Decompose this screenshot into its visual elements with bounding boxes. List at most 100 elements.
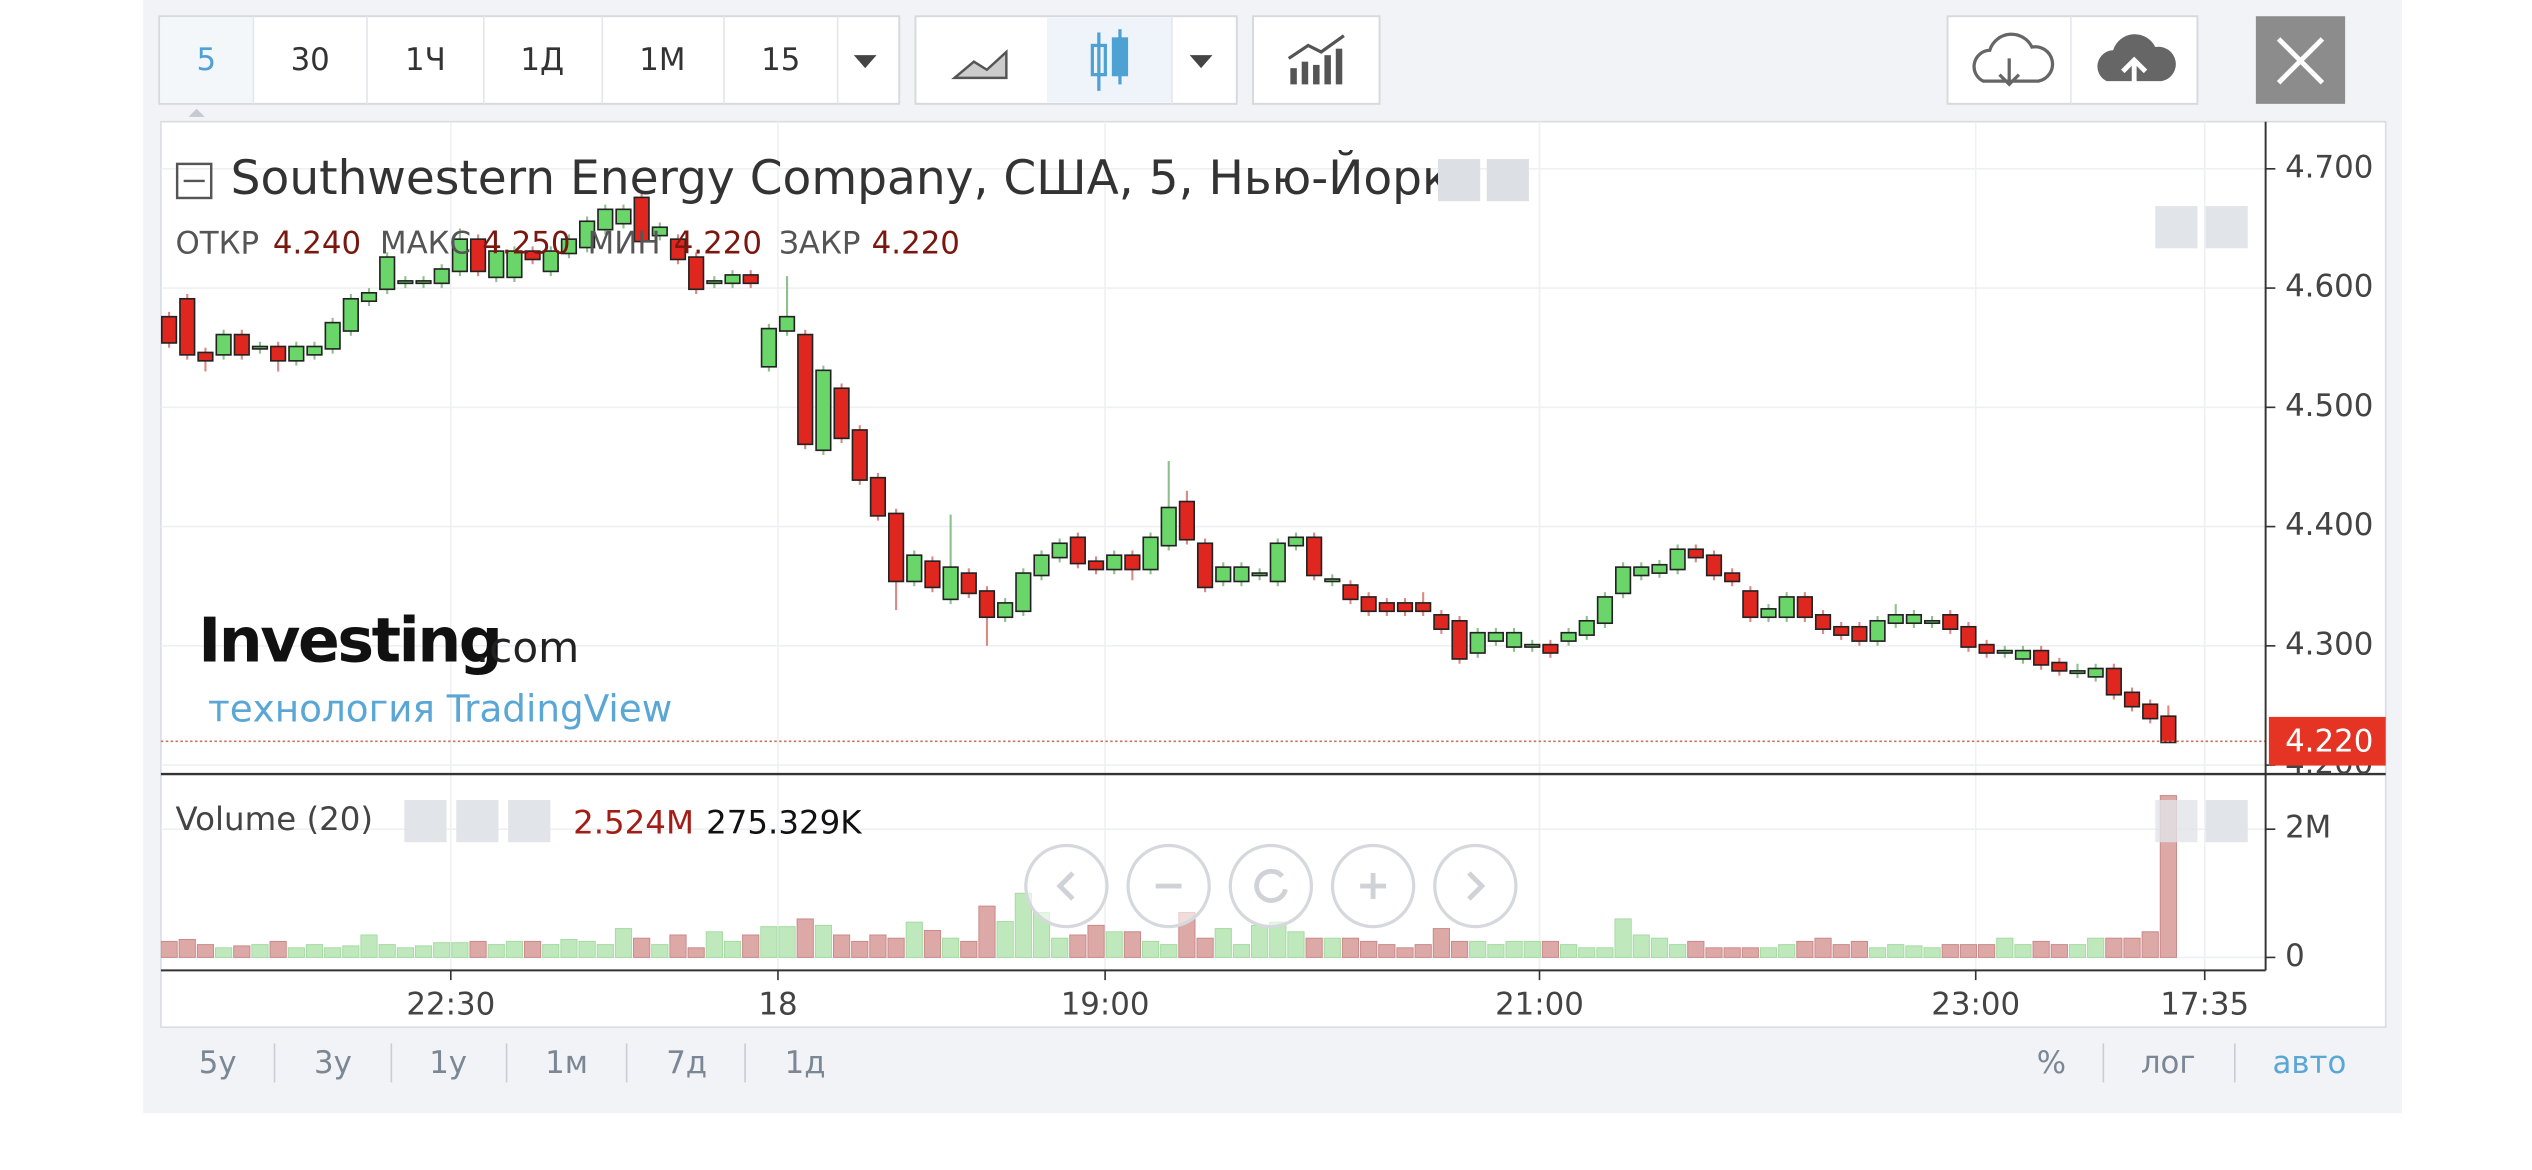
ohlc-value: 4.220 xyxy=(872,226,960,262)
candle-body xyxy=(397,280,414,285)
dropdown-arrow[interactable] xyxy=(853,55,877,69)
dropdown-arrow[interactable] xyxy=(1189,55,1213,69)
candle-body xyxy=(342,297,359,332)
volume-bar xyxy=(578,940,596,958)
volume-bar xyxy=(1723,947,1741,958)
volume-bar xyxy=(869,934,887,958)
scale-button[interactable] xyxy=(2205,800,2248,843)
candle-body xyxy=(360,292,378,303)
candle-body xyxy=(1869,619,1886,642)
candle-body xyxy=(1687,548,1704,559)
y-tick-label: 4.300 xyxy=(2285,626,2373,662)
candle-body xyxy=(1069,536,1086,565)
candle-body xyxy=(560,238,578,255)
candle-body xyxy=(524,250,541,261)
interval-button[interactable]: 1Ч xyxy=(405,42,446,78)
candle-body xyxy=(1415,602,1432,613)
candle-body xyxy=(2160,715,2177,744)
volume-bar xyxy=(1578,947,1596,958)
volume-bar xyxy=(1014,892,1032,958)
volume-bar xyxy=(1814,937,1832,958)
range-button[interactable]: 3у xyxy=(314,1045,352,1081)
range-button[interactable]: 1м xyxy=(545,1045,588,1081)
volume-bar xyxy=(887,937,905,958)
candle-body xyxy=(306,345,323,356)
volume-bar xyxy=(1541,940,1560,958)
eye-button[interactable] xyxy=(404,800,447,843)
candle-body xyxy=(1087,560,1105,571)
volume-bar xyxy=(1778,944,1796,958)
interval-button[interactable]: 1М xyxy=(639,42,685,78)
volume-bar xyxy=(1887,944,1905,958)
load-button[interactable] xyxy=(1972,32,2055,87)
volume-bar xyxy=(1632,934,1650,958)
settings-button[interactable] xyxy=(1486,159,1529,202)
volume-bar xyxy=(1287,931,1305,958)
eye-button[interactable] xyxy=(1438,159,1481,202)
remove-button[interactable] xyxy=(508,800,551,843)
collapse-button[interactable] xyxy=(175,162,213,200)
interval-button[interactable]: 1Д xyxy=(520,42,564,78)
scale-button[interactable] xyxy=(2155,800,2198,843)
log-toggle[interactable]: лог xyxy=(2141,1045,2196,1081)
nav-right[interactable] xyxy=(1433,843,1518,929)
candle-body xyxy=(1833,625,1850,636)
range-button[interactable]: 5у xyxy=(199,1045,237,1081)
volume-bar xyxy=(2123,937,2141,958)
candle-body xyxy=(760,327,777,368)
active-style-bg xyxy=(1046,17,1172,103)
volume-bar xyxy=(1505,940,1523,958)
candle-body xyxy=(2123,691,2141,708)
volume-bar xyxy=(1978,944,1996,958)
scale-button[interactable] xyxy=(2205,206,2248,249)
candle-body xyxy=(1142,536,1159,571)
range-button[interactable]: 1у xyxy=(429,1045,467,1081)
x-tick-label: 21:00 xyxy=(1495,987,1584,1023)
candle-body xyxy=(1760,608,1777,619)
auto-toggle[interactable]: авто xyxy=(2272,1045,2346,1081)
candle-body xyxy=(1324,578,1341,583)
interval-button[interactable]: 15 xyxy=(761,42,800,78)
percent-toggle[interactable]: % xyxy=(2037,1045,2066,1081)
volume-bar xyxy=(178,938,196,958)
ohlc-label: ЗАКР xyxy=(779,226,860,262)
interval-button[interactable]: 5 xyxy=(197,42,217,78)
volume-bar xyxy=(1559,944,1578,958)
interval-button[interactable]: 30 xyxy=(291,42,330,78)
volume-bar xyxy=(814,924,833,958)
volume-bar xyxy=(287,947,305,958)
indicators-button[interactable] xyxy=(1252,15,1381,105)
nav-left[interactable] xyxy=(1024,843,1109,929)
settings-button[interactable] xyxy=(456,800,499,843)
volume-bar xyxy=(1687,940,1705,958)
volume-bar xyxy=(960,940,978,958)
nav-reset[interactable] xyxy=(1228,843,1314,929)
candle-body xyxy=(451,238,469,273)
volume-bar xyxy=(778,926,796,958)
volume-bar xyxy=(923,930,942,958)
candle-style-icon[interactable] xyxy=(1090,29,1129,91)
volume-bar xyxy=(905,921,923,958)
volume-bar xyxy=(1160,944,1178,958)
volume-bar xyxy=(1759,947,1778,958)
candle-body xyxy=(1796,596,1813,619)
volume-bar xyxy=(523,940,542,958)
range-button[interactable]: 1д xyxy=(785,1045,826,1081)
volume-bar xyxy=(2014,944,2032,958)
save-button[interactable] xyxy=(2097,34,2176,82)
scale-button[interactable] xyxy=(2155,206,2198,249)
volume-bar xyxy=(1868,947,1887,958)
candle-body xyxy=(633,196,650,243)
candle-body xyxy=(1669,548,1686,571)
x-tick-label: 19:00 xyxy=(1061,987,1150,1023)
candle-body xyxy=(1996,649,2013,654)
candle-body xyxy=(197,351,214,362)
volume-bar xyxy=(996,921,1014,958)
volume-bar xyxy=(669,934,687,958)
chart-title: Southwestern Energy Company, США, 5, Нью… xyxy=(231,151,1451,206)
area-style-icon[interactable] xyxy=(951,49,1008,80)
candle-body xyxy=(1360,596,1377,613)
candle-body xyxy=(1905,614,1923,625)
range-button[interactable]: 7д xyxy=(666,1045,707,1081)
candle-body xyxy=(469,238,487,273)
